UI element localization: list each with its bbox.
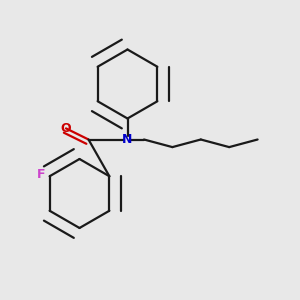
Text: O: O (61, 122, 71, 135)
Text: F: F (37, 168, 46, 181)
Text: N: N (122, 133, 133, 146)
